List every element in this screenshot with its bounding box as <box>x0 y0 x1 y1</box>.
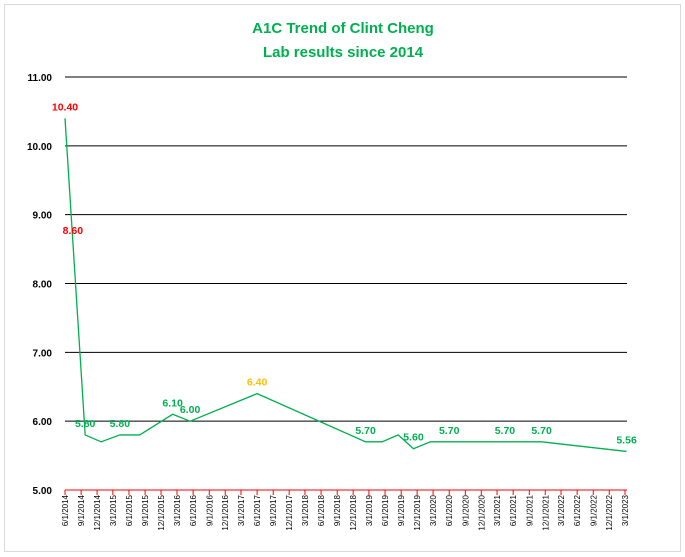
x-tick-label: 9/1/2018 <box>333 494 342 526</box>
y-tick-label: 6.00 <box>33 417 53 428</box>
chart-title: A1C Trend of Clint Cheng <box>252 20 434 37</box>
x-tick-label: 12/1/2019 <box>413 494 422 530</box>
data-label: 6.00 <box>180 404 201 416</box>
x-tick-label: 12/1/2016 <box>221 494 230 530</box>
x-tick-label: 9/1/2021 <box>525 494 534 526</box>
data-label: 6.40 <box>247 377 268 389</box>
x-tick-label: 6/1/2020 <box>445 494 454 526</box>
x-tick-label: 6/1/2016 <box>189 494 198 526</box>
data-label: 8.60 <box>63 225 84 237</box>
x-tick-label: 3/1/2017 <box>237 494 246 526</box>
x-tick-label: 6/1/2014 <box>61 494 70 526</box>
y-tick-label: 11.00 <box>28 73 53 84</box>
x-tick-label: 12/1/2021 <box>541 494 550 530</box>
x-tick-label: 3/1/2020 <box>429 494 438 526</box>
data-label: 5.60 <box>403 432 424 444</box>
x-tick-label: 6/1/2021 <box>509 494 518 526</box>
y-tick-label: 10.00 <box>27 142 52 153</box>
x-tick-label: 3/1/2016 <box>173 494 182 526</box>
y-tick-label: 9.00 <box>33 211 53 222</box>
x-tick-label: 3/1/2019 <box>365 494 374 526</box>
chart-subtitle: Lab results since 2014 <box>263 44 424 61</box>
y-tick-label: 5.00 <box>33 486 53 497</box>
data-label: 5.70 <box>531 425 552 437</box>
data-label: 10.40 <box>52 101 78 113</box>
data-label: 5.80 <box>75 418 96 430</box>
data-label: 5.70 <box>495 425 516 437</box>
y-tick-label: 8.00 <box>33 280 53 291</box>
data-label: 6.10 <box>162 397 183 409</box>
data-line <box>64 118 627 453</box>
x-tick-label: 9/1/2016 <box>205 494 214 526</box>
x-tick-label: 6/1/2018 <box>317 494 326 526</box>
x-tick-label: 6/1/2022 <box>573 494 582 526</box>
x-tick-label: 3/1/2018 <box>301 494 310 526</box>
x-tick-label: 12/1/2015 <box>157 494 166 530</box>
x-tick-label: 3/1/2021 <box>493 494 502 526</box>
x-tick-label: 12/1/2017 <box>285 494 294 530</box>
x-tick-label: 12/1/2020 <box>477 494 486 530</box>
x-tick-label: 9/1/2022 <box>589 494 598 526</box>
x-tick-label: 6/1/2015 <box>125 494 134 526</box>
x-tick-label: 12/1/2018 <box>349 494 358 530</box>
x-tick-label: 9/1/2019 <box>397 494 406 526</box>
data-label: 5.70 <box>439 425 460 437</box>
x-tick-label: 6/1/2017 <box>253 494 262 526</box>
data-label: 5.80 <box>110 418 131 430</box>
data-label: 5.70 <box>355 425 376 437</box>
x-tick-label: 12/1/2022 <box>605 494 614 530</box>
x-tick-label: 9/1/2020 <box>461 494 470 526</box>
x-tick-label: 3/1/2015 <box>109 494 118 526</box>
x-tick-label: 9/1/2015 <box>141 494 150 526</box>
chart-border <box>4 4 681 552</box>
y-tick-label: 7.00 <box>33 348 53 359</box>
x-tick-label: 3/1/2022 <box>557 494 566 526</box>
x-tick-label: 12/1/2014 <box>93 494 102 530</box>
x-tick-label: 9/1/2014 <box>77 494 86 526</box>
data-label: 5.56 <box>616 434 637 446</box>
x-tick-label: 6/1/2019 <box>381 494 390 526</box>
x-tick-label: 9/1/2017 <box>269 494 278 526</box>
x-tick-label: 3/1/2023 <box>621 494 630 526</box>
